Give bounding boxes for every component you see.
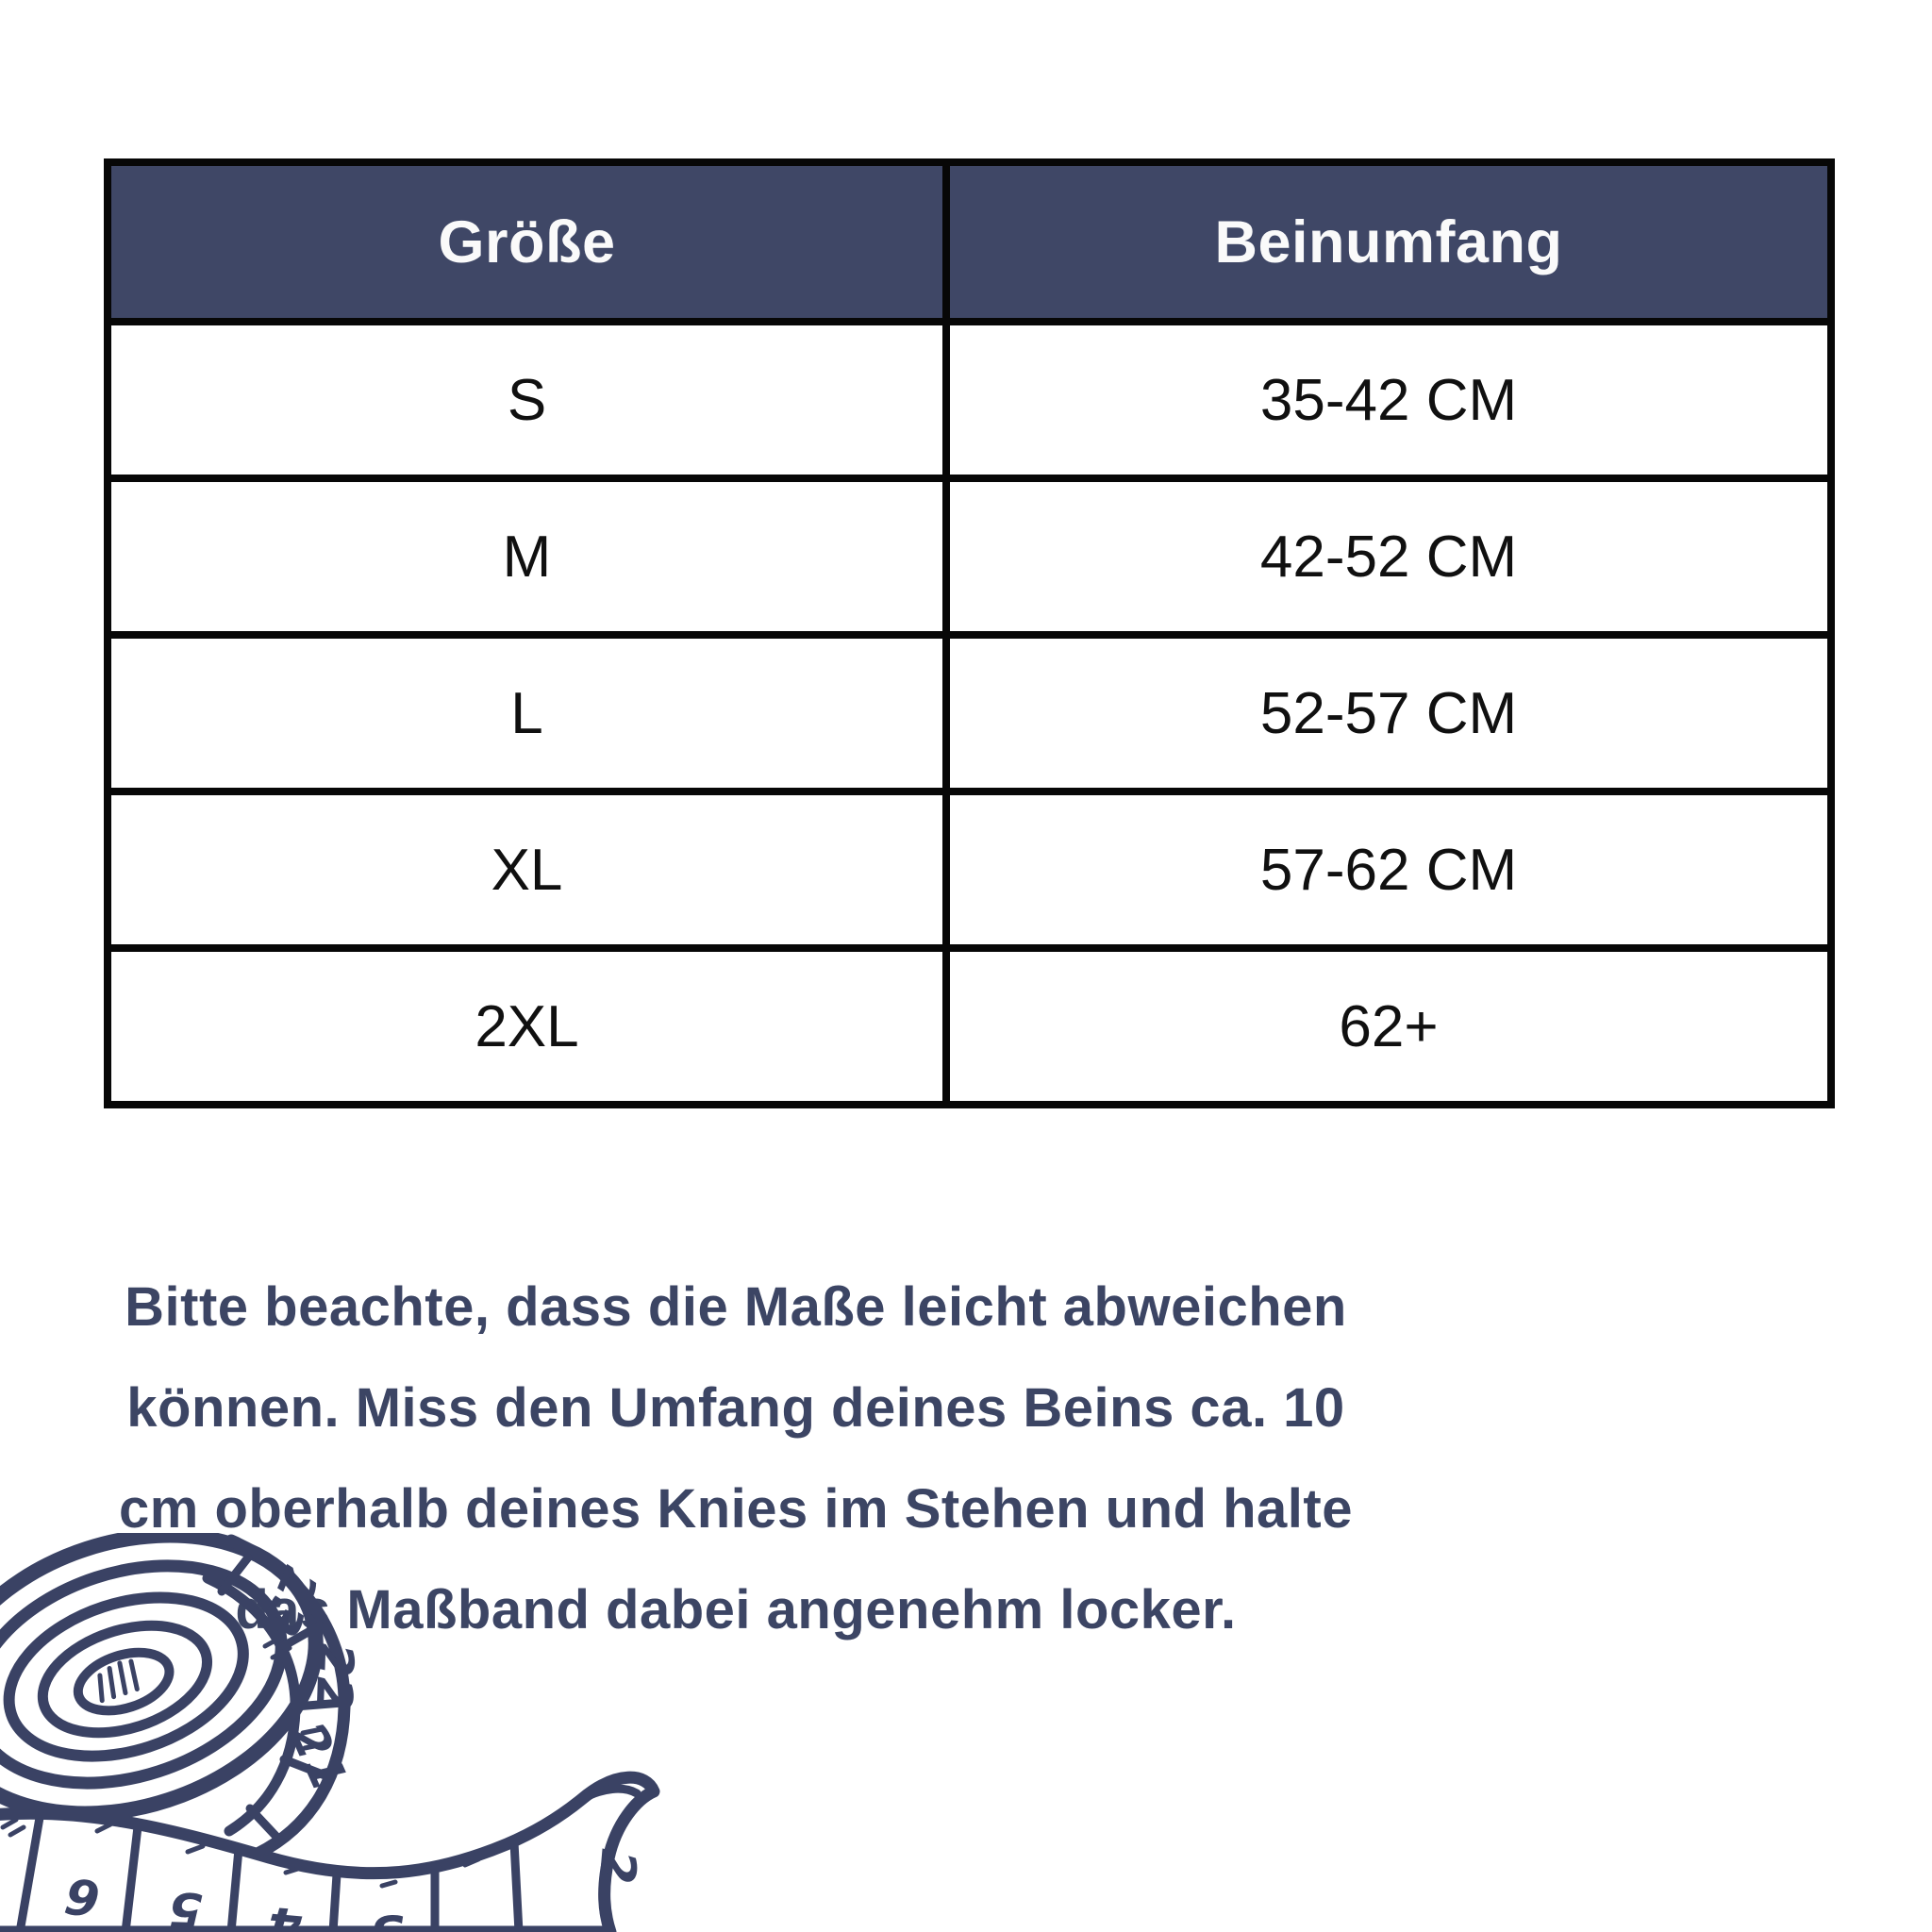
size-cell: L: [104, 631, 950, 795]
size-cell: M: [104, 475, 950, 639]
note-line: das Maßband dabei angenehm locker.: [235, 1579, 1237, 1641]
tape-number: 22: [305, 1641, 363, 1711]
table-row: L 52-57 CM: [104, 631, 1835, 795]
table-row: 2XL 62+: [104, 944, 1835, 1108]
table-row: XL 57-62 CM: [104, 788, 1835, 952]
size-cell: 2XL: [104, 944, 950, 1108]
tape-number: 6: [62, 1866, 104, 1926]
table-row: S 35-42 CM: [104, 318, 1835, 482]
circumference-cell: 57-62 CM: [942, 788, 1835, 952]
size-cell: S: [104, 318, 950, 482]
tape-coil: [0, 1533, 351, 1860]
measuring-tape-icon: 23 22 21 6 5 4 3 2: [0, 1533, 660, 1932]
note-line: cm oberhalb deines Knies im Stehen und h…: [119, 1478, 1353, 1540]
tape-strip: [0, 1771, 660, 1932]
tape-number: 2: [587, 1847, 646, 1886]
tape-band: [202, 1534, 351, 1860]
circumference-cell: 62+: [942, 944, 1835, 1108]
tape-number: 5: [167, 1880, 203, 1932]
circumference-cell: 52-57 CM: [942, 631, 1835, 795]
circumference-cell: 42-52 CM: [942, 475, 1835, 639]
column-header-groesse: Größe: [104, 158, 950, 325]
size-table: Größe Beinumfang S 35-42 CM M 42-52 CM L…: [104, 158, 1835, 1108]
table-header-row: Größe Beinumfang: [104, 158, 1835, 325]
tape-number: 4: [265, 1894, 305, 1932]
table-row: M 42-52 CM: [104, 475, 1835, 639]
circumference-cell: 35-42 CM: [942, 318, 1835, 482]
measurement-note: Bitte beachte, dass die Maße leicht abwe…: [0, 1257, 1472, 1660]
column-header-beinumfang: Beinumfang: [942, 158, 1835, 325]
tape-number: 3: [368, 1903, 404, 1932]
note-line: Bitte beachte, dass die Maße leicht abwe…: [125, 1276, 1347, 1338]
size-cell: XL: [104, 788, 950, 952]
note-line: können. Miss den Umfang deines Beins ca.…: [126, 1377, 1345, 1439]
